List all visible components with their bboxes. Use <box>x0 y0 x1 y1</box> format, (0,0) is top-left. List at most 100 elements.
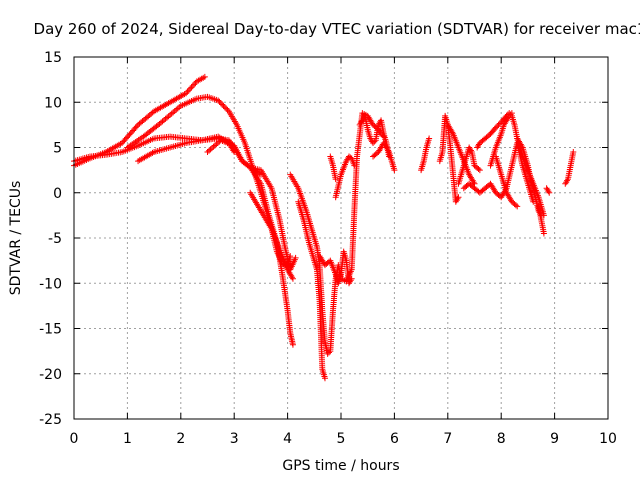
data-point <box>211 142 218 149</box>
y-tick-labels: 15 10 5 0 -5 -10 -15 -20 -25 <box>39 50 62 428</box>
plot-frame <box>73 56 609 420</box>
data-point <box>214 139 221 146</box>
series-arc-10 <box>316 248 355 287</box>
data-point <box>492 124 499 131</box>
series-arc-15 <box>418 135 433 174</box>
series-arc-5 <box>204 137 296 348</box>
y-tick-label: 10 <box>44 95 62 111</box>
data-point <box>455 194 462 201</box>
x-tick-label: 1 <box>123 431 132 447</box>
data-point <box>325 349 332 356</box>
x-tick-label: 8 <box>497 431 506 447</box>
data-point <box>508 110 515 117</box>
data-point <box>324 350 331 357</box>
y-tick-label: -25 <box>39 412 62 428</box>
data-point <box>514 203 521 210</box>
y-axis-label: SDTVAR / TECUs <box>8 181 24 296</box>
series-arc-18 <box>455 144 483 187</box>
data-point <box>546 189 553 196</box>
data-point <box>391 167 398 174</box>
series-arc-13 <box>370 139 398 174</box>
y-tick-label: -15 <box>39 322 62 338</box>
data-point <box>213 141 220 148</box>
data-point <box>351 162 358 169</box>
data-point <box>494 123 501 130</box>
series-arc-25 <box>543 185 553 196</box>
data-point <box>183 90 190 97</box>
series-arc-23 <box>514 135 545 219</box>
data-point <box>188 84 195 91</box>
data-point <box>210 143 217 150</box>
data-point <box>495 121 502 128</box>
data-point <box>187 85 194 92</box>
y-tick-label: -10 <box>39 276 62 292</box>
data-point <box>370 139 377 146</box>
data-point <box>133 123 140 130</box>
data-point <box>216 98 223 105</box>
x-tick-label: 7 <box>443 431 452 447</box>
data-point <box>507 111 514 118</box>
x-tick-label: 0 <box>70 431 79 447</box>
data-point <box>201 73 208 80</box>
data-point <box>184 88 191 95</box>
series-arc-7 <box>247 164 299 273</box>
data-point <box>185 87 192 94</box>
x-axis-label: GPS time / hours <box>282 458 399 474</box>
series-arc-8 <box>287 110 387 357</box>
data-point <box>570 149 577 156</box>
x-tick-label: 6 <box>390 431 399 447</box>
y-tick-label: 0 <box>53 186 62 202</box>
x-tick-label: 4 <box>283 431 292 447</box>
x-tick-label: 5 <box>337 431 346 447</box>
data-point <box>348 275 355 282</box>
series-arc-22 <box>492 153 521 210</box>
data-point <box>475 165 482 172</box>
data-point <box>149 109 156 116</box>
series-arc-26 <box>562 149 577 187</box>
data-point <box>207 146 214 153</box>
series-arc-6 <box>247 189 296 282</box>
data-point <box>292 254 299 261</box>
x-tick-label: 3 <box>230 431 239 447</box>
series-arc-17 <box>444 121 478 187</box>
data-point <box>426 135 433 142</box>
data-point <box>540 230 547 237</box>
data-point <box>223 105 230 112</box>
y-tick-label: 15 <box>44 50 62 66</box>
series-arc-11 <box>332 153 358 201</box>
x-tick-label: 9 <box>550 431 559 447</box>
data-point <box>371 138 378 145</box>
series-arc-14 <box>327 153 339 183</box>
y-tick-label: -5 <box>48 231 62 247</box>
data-point <box>191 81 198 88</box>
data-point <box>476 167 483 174</box>
data-point <box>221 104 228 111</box>
data-point <box>321 375 328 382</box>
data-point <box>205 147 212 154</box>
chart-title: Day 260 of 2024, Sidereal Day-to-day VTE… <box>34 20 640 38</box>
data-point <box>289 341 296 348</box>
data-point <box>220 102 227 109</box>
x-tick-labels: 0 1 2 3 4 5 6 7 8 9 10 <box>70 431 617 447</box>
data-point <box>215 97 222 104</box>
data-point <box>217 100 224 107</box>
y-tick-label: -20 <box>39 367 62 383</box>
x-tick-label: 2 <box>176 431 185 447</box>
data-point <box>189 82 196 89</box>
data-point <box>224 106 231 113</box>
y-tick-label: 5 <box>53 141 62 157</box>
data-point <box>208 145 215 152</box>
data-point <box>506 112 513 119</box>
data-series <box>71 73 577 382</box>
series-arc-24 <box>535 203 547 237</box>
series-arc-9 <box>295 198 328 382</box>
data-point <box>204 149 211 156</box>
data-point <box>219 101 226 108</box>
x-tick-label: 10 <box>599 431 617 447</box>
data-point <box>512 202 519 209</box>
series-arc-3 <box>71 133 264 178</box>
data-point <box>332 176 339 183</box>
data-point <box>289 275 296 282</box>
series-arc-21 <box>487 110 515 169</box>
